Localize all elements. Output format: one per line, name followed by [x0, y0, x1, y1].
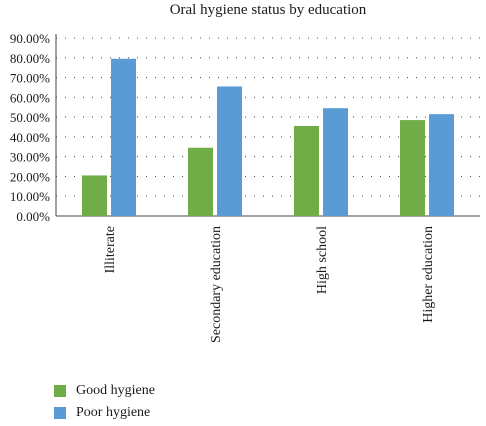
- y-tick-label: 50.00%: [10, 110, 50, 125]
- bar-good-hygiene-0: [82, 175, 107, 216]
- bar-good-hygiene-3: [400, 120, 425, 216]
- legend-item-poor-hygiene: Poor hygiene: [54, 402, 155, 424]
- y-tick-label: 80.00%: [10, 51, 50, 66]
- y-tick-label: 0.00%: [16, 209, 50, 224]
- legend-item-good-hygiene: Good hygiene: [54, 380, 155, 402]
- y-tick-label: 70.00%: [10, 71, 50, 86]
- y-tick-label: 10.00%: [10, 189, 50, 204]
- y-tick-label: 90.00%: [10, 31, 50, 46]
- y-tick-label: 30.00%: [10, 150, 50, 165]
- y-axis: 0.00% 10.00% 20.00% 30.00% 40.00% 50.00% 60.00…: [10, 31, 480, 224]
- legend-label-poor: Poor hygiene: [76, 405, 151, 420]
- bar-good-hygiene-2: [294, 126, 319, 216]
- bar-poor-hygiene-2: [323, 108, 348, 216]
- x-tick-label: Secondary education: [209, 226, 224, 343]
- legend-label-good: Good hygiene: [76, 383, 155, 398]
- legend: Good hygiene Poor hygiene: [54, 380, 155, 424]
- y-tick-label: 40.00%: [10, 130, 50, 145]
- bar-good-hygiene-1: [188, 147, 213, 216]
- y-tick-label: 60.00%: [10, 90, 50, 105]
- y-tick-label: 20.00%: [10, 169, 50, 184]
- bar-poor-hygiene-0: [111, 58, 136, 217]
- legend-swatch-good: [54, 385, 66, 397]
- bar-poor-hygiene-1: [217, 86, 242, 216]
- chart-title: Oral hygiene status by education: [170, 2, 367, 18]
- bar-poor-hygiene-3: [429, 114, 454, 216]
- legend-swatch-poor: [54, 407, 66, 419]
- x-tick-label: Higher education: [421, 226, 436, 323]
- bars: [82, 58, 454, 217]
- x-tick-label: High school: [315, 226, 330, 294]
- x-axis-labels: Illiterate Secondary education High school…: [103, 226, 436, 343]
- x-tick-label: Illiterate: [103, 226, 118, 273]
